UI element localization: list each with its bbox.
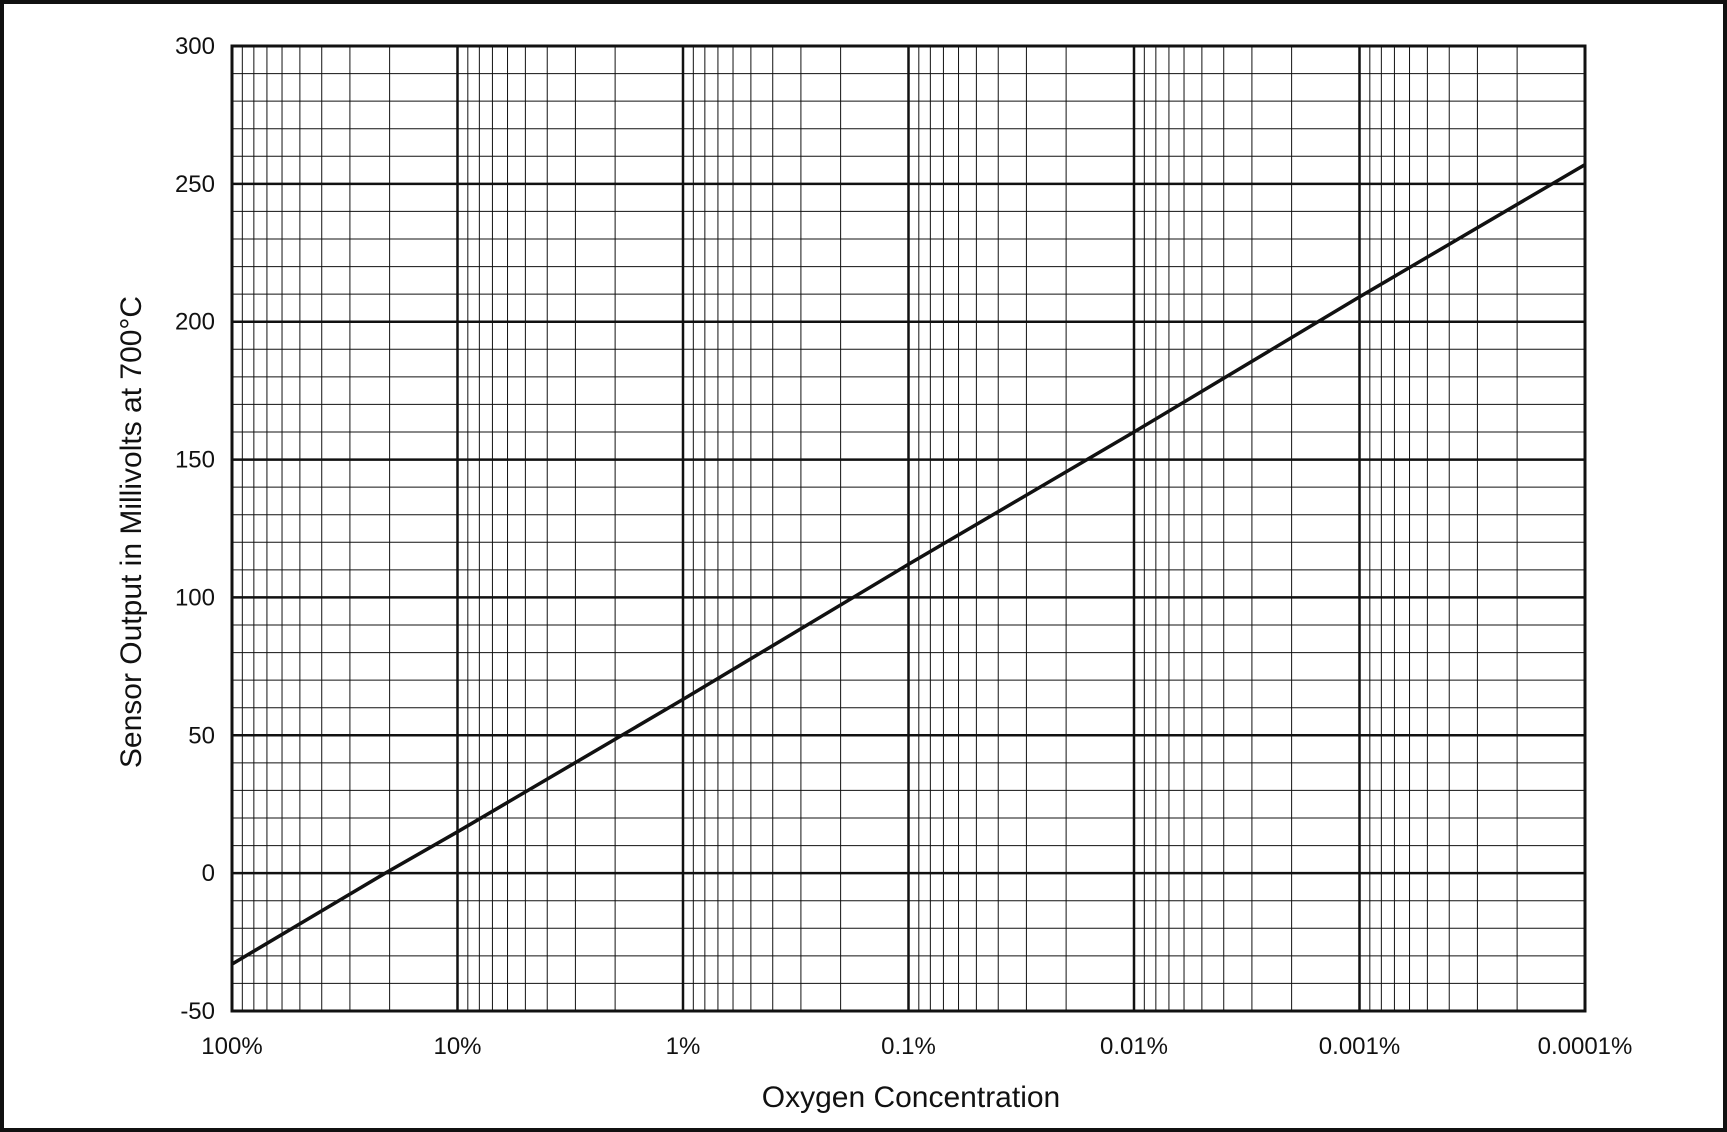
major-grid <box>230 44 1587 1013</box>
y-tick-label: 300 <box>175 33 215 60</box>
y-tick-label: 50 <box>188 722 215 749</box>
y-tick-label: 200 <box>175 309 215 336</box>
y-tick-label: 0 <box>202 860 215 887</box>
plot-frame <box>230 44 1587 1013</box>
x-tick-label: 0.01% <box>1100 1033 1168 1060</box>
x-tick-label: 0.1% <box>881 1033 936 1060</box>
x-axis-title: Oxygen Concentration <box>762 1081 1061 1114</box>
y-axis-title: Sensor Output in Millivolts at 700°C <box>115 296 148 768</box>
series-layer <box>231 163 1586 966</box>
y-tick-label: -50 <box>180 998 215 1025</box>
y-tick-label: 100 <box>175 584 215 611</box>
series-line <box>231 163 1586 966</box>
y-tick-label: 150 <box>175 447 215 474</box>
x-tick-label: 0.001% <box>1319 1033 1400 1060</box>
x-tick-labels: 100% 10% 1% 0.1% 0.01% 0.001% 0.0001% <box>201 1033 1632 1060</box>
x-tick-label: 1% <box>666 1033 701 1060</box>
y-tick-labels: -50 0 50 100 150 200 250 300 <box>175 33 215 1025</box>
x-tick-label: 100% <box>201 1033 262 1060</box>
x-tick-label: 0.0001% <box>1538 1033 1633 1060</box>
x-tick-label: 10% <box>433 1033 481 1060</box>
y-tick-label: 250 <box>175 171 215 198</box>
